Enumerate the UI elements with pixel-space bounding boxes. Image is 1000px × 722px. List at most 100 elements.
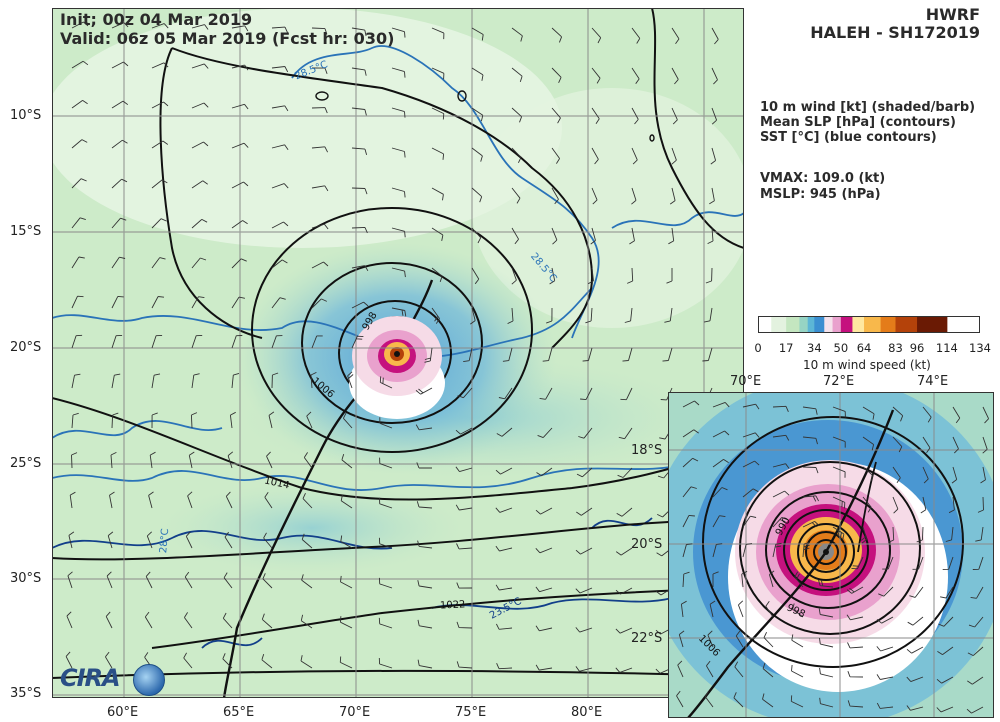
- wind-barb: [892, 496, 899, 514]
- wind-barb: [511, 267, 517, 285]
- wind-barb: [938, 616, 954, 627]
- wind-barb: [391, 307, 407, 317]
- wind-barb: [415, 387, 433, 395]
- wind-barb: [300, 614, 313, 629]
- wind-barb: [680, 600, 687, 618]
- wind-barb: [906, 676, 924, 683]
- wind-barb: [763, 632, 774, 648]
- wind-barb: [183, 652, 193, 669]
- wind-barb: [916, 526, 924, 543]
- wind-barb: [906, 646, 924, 654]
- wind-barb: [629, 227, 635, 245]
- colorbar-tick-label: 114: [935, 341, 958, 355]
- wind-barb: [111, 412, 119, 429]
- wind-barb: [772, 405, 789, 412]
- wind-barb: [231, 372, 240, 389]
- legend-sst: SST [°C] (blue contours): [760, 130, 937, 145]
- wind-barb: [892, 466, 901, 483]
- wind-barb: [351, 301, 369, 309]
- wind-barb: [802, 436, 818, 445]
- wind-barb: [264, 492, 273, 509]
- wind-barb: [682, 514, 695, 528]
- wind-barb: [940, 586, 954, 599]
- wind-barb: [832, 436, 846, 448]
- wind-barb: [495, 507, 513, 513]
- wind-barb: [379, 497, 393, 509]
- wind-barb: [948, 496, 955, 514]
- wind-barb: [507, 307, 514, 325]
- wind-barb: [791, 664, 804, 678]
- wind-barb: [470, 307, 476, 325]
- wind-barb: [109, 491, 115, 509]
- wind-barb: [151, 334, 163, 349]
- wind-barb: [66, 611, 73, 629]
- wind-barb: [379, 417, 393, 429]
- wind-barb: [669, 187, 676, 205]
- wind-barb: [682, 429, 699, 438]
- colorbar-tick-label: 134: [969, 341, 991, 355]
- wind-barb: [832, 526, 845, 540]
- colorbar-tick-label: 34: [807, 341, 822, 355]
- wind-barb: [818, 579, 834, 588]
- storm-core: [349, 316, 445, 419]
- colorbar-segment: [864, 316, 882, 333]
- wind-barb: [391, 107, 406, 118]
- wind-band: [162, 483, 462, 573]
- wind-barb: [431, 27, 445, 40]
- wind-barb: [151, 62, 169, 69]
- logo-globe-icon: [133, 664, 165, 696]
- wind-barb: [111, 22, 129, 29]
- wind-barb: [271, 105, 289, 112]
- wind-barb: [702, 347, 713, 362]
- wind-barb: [802, 520, 820, 528]
- wind-barb: [191, 334, 203, 349]
- wind-barb: [536, 467, 553, 477]
- wind-barb: [942, 556, 954, 570]
- wind-barb: [707, 630, 714, 648]
- wind-barb: [106, 571, 113, 589]
- wind-barb: [734, 661, 744, 678]
- colorbar-segment: [771, 316, 787, 333]
- wind-barb: [111, 178, 128, 189]
- wind-barb: [149, 451, 156, 469]
- wind-barb: [832, 406, 846, 418]
- wind-barb: [231, 220, 248, 229]
- wind-barb: [431, 307, 440, 324]
- wind-barb: [378, 617, 393, 629]
- wind-barb: [271, 372, 279, 389]
- legend-wind: 10 m wind [kt] (shaded/barb): [760, 100, 976, 115]
- wind-barb: [712, 430, 730, 438]
- wind-barb: [190, 412, 198, 429]
- lon-label: 80°E: [571, 705, 603, 720]
- wind-barb: [671, 67, 679, 85]
- colorbar-segment: [895, 316, 918, 333]
- wind-barb: [471, 227, 482, 244]
- wind-barb: [417, 580, 433, 589]
- wind-barb: [146, 531, 153, 549]
- sst-label-3: 28°C: [158, 528, 171, 554]
- wind-barb: [712, 459, 729, 468]
- lat-label: 25°S: [10, 456, 42, 471]
- wind-barb: [184, 571, 193, 589]
- wind-barb: [860, 526, 868, 544]
- wind-barb: [71, 452, 78, 469]
- wind-barb: [551, 147, 560, 164]
- wind-barb: [772, 542, 782, 558]
- wind-barb: [542, 347, 553, 362]
- wind-barb: [975, 526, 984, 542]
- wind-barb: [631, 27, 641, 44]
- vmax-value: VMAX: 109.0 (kt): [760, 171, 886, 186]
- inset-storm-track: [687, 409, 895, 718]
- wind-barb: [148, 491, 154, 509]
- wind-barb: [790, 695, 804, 708]
- wind-barb: [225, 491, 233, 509]
- wind-barb: [575, 666, 593, 672]
- wind-barb: [772, 516, 788, 528]
- wind-barb: [582, 347, 593, 362]
- wind-barb: [310, 371, 317, 389]
- wind-barb: [222, 653, 233, 669]
- wind-barb: [549, 267, 556, 285]
- wind-barb: [671, 27, 680, 45]
- wind-barb: [261, 653, 273, 669]
- wind-barb: [111, 334, 123, 349]
